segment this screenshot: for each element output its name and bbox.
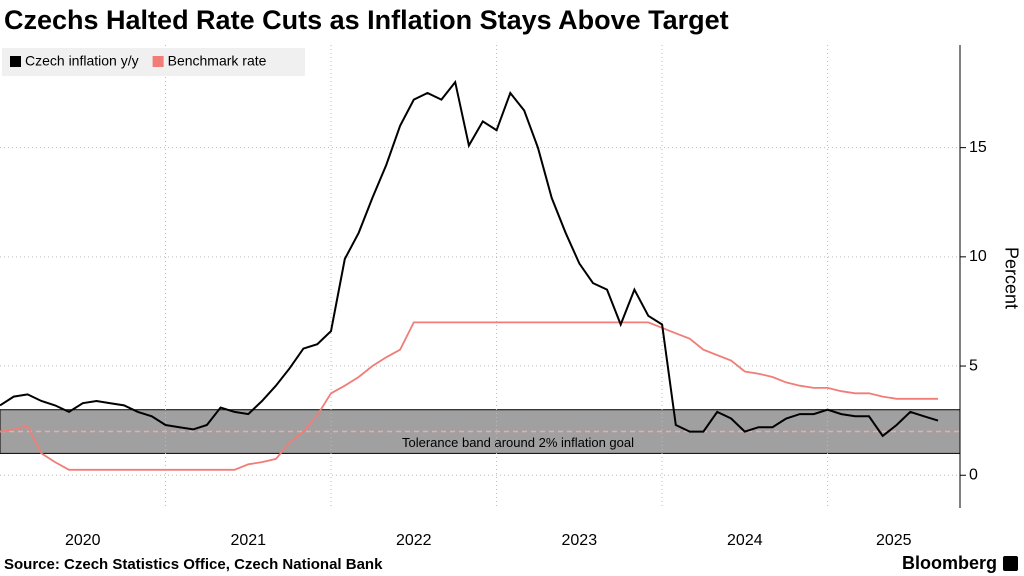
x-tick-label: 2021 [230,532,266,549]
x-tick-label: 2024 [727,532,763,549]
brand-icon [1003,556,1018,571]
legend-label: Benchmark rate [168,53,267,69]
y-axis-label: Percent [1001,247,1021,309]
y-tick-label: 5 [969,357,978,374]
x-tick-label: 2020 [65,532,101,549]
x-tick-label: 2025 [876,532,912,549]
y-tick-label: 15 [969,139,987,156]
chart-title: Czechs Halted Rate Cuts as Inflation Sta… [4,5,729,35]
legend-swatch [10,56,21,67]
series-line [0,321,938,471]
legend-label: Czech inflation y/y [25,53,139,69]
y-tick-label: 10 [969,248,987,265]
x-tick-label: 2022 [396,532,432,549]
y-tick-label: 0 [969,466,978,483]
source: Source: Czech Statistics Office, Czech N… [4,556,383,573]
x-tick-label: 2023 [562,532,598,549]
legend-swatch [152,56,164,67]
series-line [0,79,939,438]
band-label: Tolerance band around 2% inflation goal [402,435,634,450]
brand: Bloomberg [902,553,997,573]
